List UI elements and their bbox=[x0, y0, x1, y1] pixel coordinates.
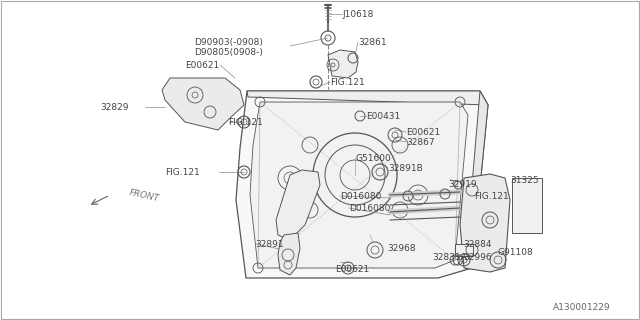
Polygon shape bbox=[466, 91, 488, 268]
Polygon shape bbox=[328, 50, 358, 78]
Text: 32867: 32867 bbox=[406, 138, 435, 147]
Text: D90805(0908-): D90805(0908-) bbox=[194, 47, 263, 57]
Text: 32968: 32968 bbox=[387, 244, 415, 252]
Text: E00621: E00621 bbox=[335, 266, 369, 275]
Bar bbox=[512, 178, 542, 233]
Text: E00431: E00431 bbox=[366, 111, 400, 121]
Polygon shape bbox=[236, 91, 488, 278]
Polygon shape bbox=[278, 233, 300, 275]
Text: 32996: 32996 bbox=[463, 252, 492, 261]
Text: 32891B: 32891B bbox=[388, 164, 423, 172]
Text: 32861: 32861 bbox=[358, 37, 387, 46]
Polygon shape bbox=[276, 170, 320, 240]
Text: A130001229: A130001229 bbox=[553, 303, 611, 313]
Polygon shape bbox=[250, 102, 468, 268]
Text: FIG.121: FIG.121 bbox=[228, 117, 263, 126]
Text: 32891: 32891 bbox=[255, 239, 284, 249]
Text: 32829: 32829 bbox=[100, 102, 129, 111]
Text: E00621: E00621 bbox=[406, 127, 440, 137]
Text: D90903(-0908): D90903(-0908) bbox=[194, 37, 263, 46]
Text: FRONT: FRONT bbox=[128, 188, 160, 204]
Text: D016080: D016080 bbox=[349, 204, 390, 212]
Text: 32831A: 32831A bbox=[432, 253, 467, 262]
Polygon shape bbox=[162, 78, 244, 130]
Bar bbox=[455, 244, 473, 256]
Text: FIG.121: FIG.121 bbox=[330, 77, 365, 86]
Text: G91108: G91108 bbox=[498, 247, 534, 257]
Text: J10618: J10618 bbox=[342, 10, 373, 19]
Text: E00621: E00621 bbox=[185, 60, 220, 69]
Polygon shape bbox=[247, 91, 488, 105]
Text: 31325: 31325 bbox=[510, 175, 539, 185]
Text: FIG.121: FIG.121 bbox=[474, 191, 509, 201]
Text: G51600: G51600 bbox=[355, 154, 391, 163]
Polygon shape bbox=[460, 174, 510, 272]
Text: 32919: 32919 bbox=[448, 180, 477, 188]
Text: FIG.121: FIG.121 bbox=[165, 167, 200, 177]
Text: D016080: D016080 bbox=[340, 191, 381, 201]
Text: 32884: 32884 bbox=[463, 239, 492, 249]
